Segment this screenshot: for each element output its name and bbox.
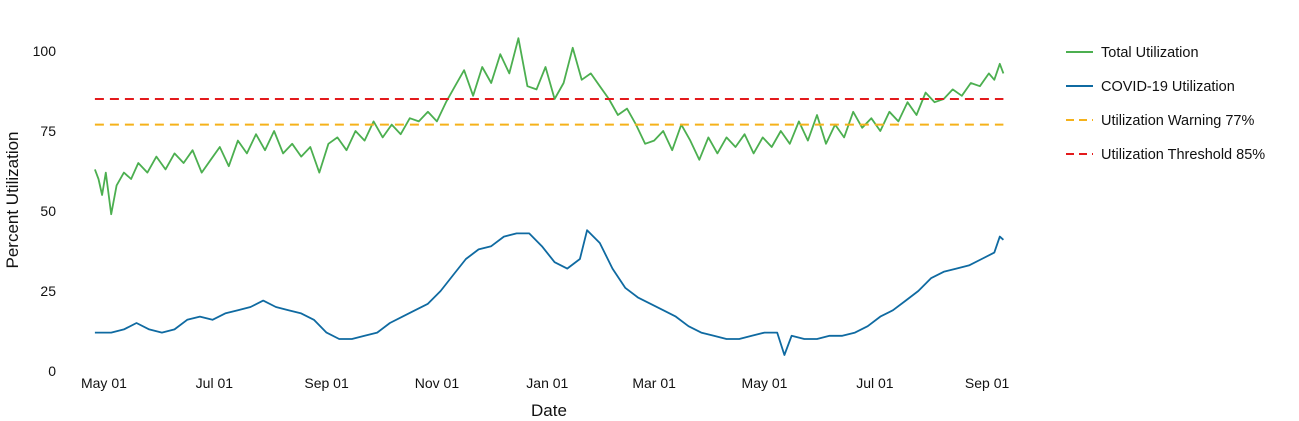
y-tick-label: 75 [40,123,56,139]
legend-label: Utilization Threshold 85% [1101,147,1265,163]
y-tick-label: 50 [40,203,56,219]
series-line-0 [94,37,1005,216]
legend: Total Utilization COVID-19 Utilization Uti… [1066,45,1265,163]
x-tick-label: Jan 01 [526,375,568,391]
plot-area [94,37,1005,356]
x-axis: May 01 Jul 01 Sep 01 Nov 01 Jan 01 Mar 01 May … [81,375,1009,391]
y-tick-label: 100 [33,43,57,59]
y-tick-label: 25 [40,283,56,299]
x-tick-label: Nov 01 [415,375,460,391]
x-tick-label: Mar 01 [632,375,676,391]
x-tick-label: Jul 01 [196,375,234,391]
x-tick-label: Sep 01 [965,375,1010,391]
x-axis-title: Date [531,401,567,420]
series-line-1 [94,229,1004,356]
x-tick-label: Jul 01 [856,375,894,391]
y-tick-label: 0 [48,363,56,379]
x-tick-label: Sep 01 [304,375,349,391]
legend-label: Total Utilization [1101,45,1199,61]
y-axis: 0 25 50 75 100 [33,43,57,379]
x-tick-label: May 01 [81,375,127,391]
x-tick-label: May 01 [742,375,788,391]
legend-label: COVID-19 Utilization [1101,79,1235,95]
legend-label: Utilization Warning 77% [1101,113,1254,129]
y-axis-title: Percent Utilization [3,131,22,268]
